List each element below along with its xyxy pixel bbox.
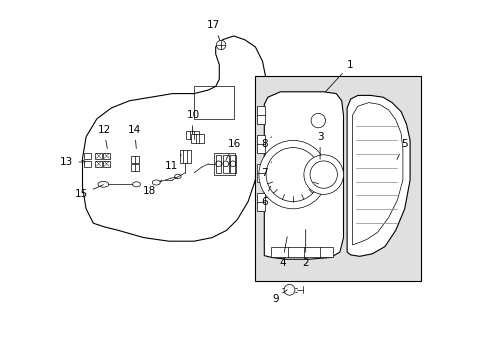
Circle shape [310, 113, 325, 128]
Text: 9: 9 [271, 290, 287, 304]
Polygon shape [215, 155, 221, 173]
Polygon shape [191, 134, 204, 143]
Polygon shape [84, 161, 91, 167]
Circle shape [258, 140, 326, 209]
Polygon shape [131, 156, 139, 163]
Circle shape [303, 155, 343, 194]
Polygon shape [346, 95, 409, 256]
Circle shape [216, 40, 225, 50]
Polygon shape [95, 161, 102, 167]
Polygon shape [103, 161, 110, 167]
Text: 12: 12 [97, 125, 110, 148]
Text: 8: 8 [261, 137, 271, 149]
Text: 13: 13 [60, 157, 85, 167]
Text: 7: 7 [261, 162, 271, 178]
Polygon shape [257, 135, 265, 153]
Text: 5: 5 [396, 139, 407, 159]
Text: 18: 18 [143, 180, 162, 196]
Text: 4: 4 [279, 237, 286, 268]
Circle shape [284, 284, 294, 295]
Text: 15: 15 [75, 185, 103, 199]
Text: 6: 6 [261, 186, 270, 207]
Ellipse shape [132, 182, 140, 187]
Polygon shape [179, 150, 190, 163]
Text: 3: 3 [316, 132, 323, 159]
Text: 10: 10 [186, 110, 199, 134]
Polygon shape [257, 164, 265, 182]
Ellipse shape [98, 181, 108, 187]
Polygon shape [257, 106, 265, 124]
Polygon shape [271, 247, 332, 257]
Polygon shape [103, 153, 110, 159]
Text: 16: 16 [225, 139, 241, 159]
Text: 17: 17 [207, 20, 220, 41]
Polygon shape [264, 92, 343, 259]
Polygon shape [95, 153, 102, 159]
Polygon shape [185, 131, 199, 139]
Text: 14: 14 [128, 125, 141, 148]
Polygon shape [131, 164, 139, 171]
Ellipse shape [174, 174, 181, 179]
Polygon shape [230, 155, 235, 173]
Text: 1: 1 [325, 60, 353, 91]
Polygon shape [257, 193, 265, 211]
Polygon shape [223, 155, 228, 173]
Text: 11: 11 [164, 155, 181, 171]
FancyBboxPatch shape [255, 76, 420, 281]
Text: 2: 2 [302, 230, 308, 268]
Ellipse shape [152, 180, 160, 185]
Polygon shape [84, 153, 91, 159]
